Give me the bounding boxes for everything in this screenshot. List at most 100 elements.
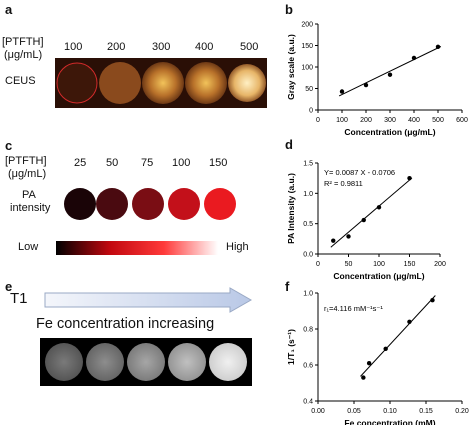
- chart-d-point: [407, 175, 412, 181]
- ceus-image-strip: [55, 58, 267, 108]
- chart-d-ytick-label: 1.5: [303, 161, 313, 168]
- chart-f-point: [361, 375, 366, 380]
- chart-f-annotation: r₁=4.116 mM⁻¹s⁻¹: [324, 304, 383, 313]
- chart-d-ytick-label: 1.0: [303, 191, 313, 198]
- ceus-well-3: [142, 62, 184, 104]
- chart-b-xtick-label: 500: [432, 117, 444, 124]
- chart-f-y-axis-label: 1/T₁ (s⁻¹): [286, 329, 296, 365]
- chart-f-ytick-label: 1.0: [303, 291, 313, 298]
- fe-arrow-text: Fe concentration increasing: [36, 316, 215, 332]
- pa-well-1: [64, 188, 96, 220]
- ceus-well-5: [228, 64, 266, 102]
- pa-well-2: [96, 188, 128, 220]
- colorbar-low-label: Low: [18, 241, 39, 253]
- panel-f-label: f: [285, 279, 290, 294]
- chart-b-xtick-label: 300: [384, 117, 396, 124]
- chart-b-xtick-label: 100: [336, 117, 348, 124]
- t1-well-4: [168, 343, 206, 381]
- panel-e-label: e: [5, 279, 13, 294]
- ceus-well-4: [185, 62, 227, 104]
- chart-b-xtick-label: 200: [360, 117, 372, 124]
- chart-b-point: [411, 55, 417, 61]
- panel-a-conc-4: 500: [240, 41, 259, 53]
- chart-b-point: [339, 89, 345, 94]
- chart-b-point: [435, 44, 441, 49]
- chart-f-xtick-label: 0.10: [383, 408, 397, 415]
- panel-c-label: c: [5, 138, 13, 153]
- pa-colorbar: [56, 241, 218, 255]
- panel-c-unit-line1: [PTFTH]: [5, 155, 47, 167]
- chart-f-x-axis-label: Fe concentration (mM): [344, 418, 435, 425]
- chart-f-point: [383, 346, 388, 351]
- panel-a-row-label: CEUS: [5, 75, 36, 87]
- chart-d-point: [346, 234, 351, 239]
- chart-d-xtick-label: 50: [345, 261, 353, 268]
- ceus-well-2: [99, 62, 141, 104]
- chart-b-xtick-label: 400: [408, 117, 420, 124]
- panel-a-unit-line1: [PTFTH]: [2, 36, 44, 48]
- chart-d-xtick-label: 0: [316, 261, 320, 268]
- chart-f-xtick-label: 0.00: [311, 408, 325, 415]
- chart-d-annotation: R² = 0.9811: [324, 179, 363, 188]
- chart-f-ytick-label: 0.6: [303, 363, 313, 370]
- t1-well-3: [127, 343, 165, 381]
- panel-c-conc-1: 50: [106, 157, 119, 169]
- chart-d-point: [331, 238, 336, 243]
- chart-d-y-axis-label: PA Intensity (a.u.): [286, 173, 296, 244]
- panel-a-conc-2: 300: [152, 41, 171, 53]
- chart-f-point: [366, 361, 372, 366]
- pa-well-3: [132, 188, 164, 220]
- panel-e-row-label: T1: [10, 290, 28, 307]
- colorbar-high-label: High: [226, 241, 249, 253]
- pa-image-strip: [64, 188, 236, 220]
- panel-d-label: d: [285, 137, 293, 152]
- chart-d-ytick-label: 0.5: [303, 221, 313, 228]
- panel-c-conc-3: 100: [172, 157, 191, 169]
- chart-b-ytick-label: 150: [301, 43, 313, 50]
- panel-a-conc-1: 200: [107, 41, 126, 53]
- pa-well-5: [204, 188, 236, 220]
- chart-b-ytick-label: 0: [309, 108, 313, 115]
- chart-b-fit-line: [338, 46, 442, 97]
- chart-f-point: [407, 319, 412, 324]
- t1-image-strip: [40, 338, 252, 386]
- chart-d-x-axis-label: Concentration (μg/mL): [333, 271, 424, 281]
- chart-b-point: [387, 72, 393, 77]
- chart-d-ytick-label: 0.0: [303, 252, 313, 259]
- chart-d-xtick-label: 150: [404, 261, 416, 268]
- chart-d-fit-line: [330, 177, 413, 248]
- chart-b-point: [363, 82, 369, 88]
- chart-f-fit-line: [360, 295, 436, 377]
- t1-well-1: [45, 343, 83, 381]
- chart-d-xtick-label: 200: [434, 261, 446, 268]
- ceus-well-1: [56, 62, 98, 104]
- chart-b-x-axis-label: Concentration (μg/mL): [344, 127, 435, 137]
- chart-b-xtick-label: 0: [316, 117, 320, 124]
- panel-c-conc-0: 25: [74, 157, 87, 169]
- chart-d-xtick-label: 100: [373, 261, 385, 268]
- chart-f-point: [430, 298, 435, 303]
- fe-increasing-arrow: [44, 287, 253, 313]
- chart-d-point: [361, 217, 366, 223]
- chart-f-xtick-label: 0.05: [347, 408, 361, 415]
- pa-well-4: [168, 188, 200, 220]
- panel-a-conc-3: 400: [195, 41, 214, 53]
- panel-c-row-label-line2: intensity: [10, 202, 51, 214]
- panel-a-label: a: [5, 2, 13, 17]
- t1-well-2: [86, 343, 124, 381]
- chart-b-ytick-label: 100: [301, 65, 313, 72]
- panel-c-conc-4: 150: [209, 157, 228, 169]
- chart-f-xtick-label: 0.15: [419, 408, 433, 415]
- panel-c-row-label-line1: PA: [22, 189, 36, 201]
- chart-b-ytick-label: 50: [305, 86, 313, 93]
- chart-b-ytick-label: 200: [301, 22, 313, 29]
- chart-f-xtick-label: 0.20: [455, 408, 469, 415]
- panel-b-label: b: [285, 2, 293, 17]
- panel-a-unit-line2: (μg/mL): [4, 49, 43, 61]
- t1-well-5: [209, 343, 247, 381]
- panel-c-conc-2: 75: [141, 157, 154, 169]
- panel-a-conc-0: 100: [64, 41, 83, 53]
- chart-b-y-axis-label: Gray scale (a.u.): [286, 34, 296, 100]
- chart-d-annotation: Y= 0.0087 X - 0.0706: [324, 168, 395, 177]
